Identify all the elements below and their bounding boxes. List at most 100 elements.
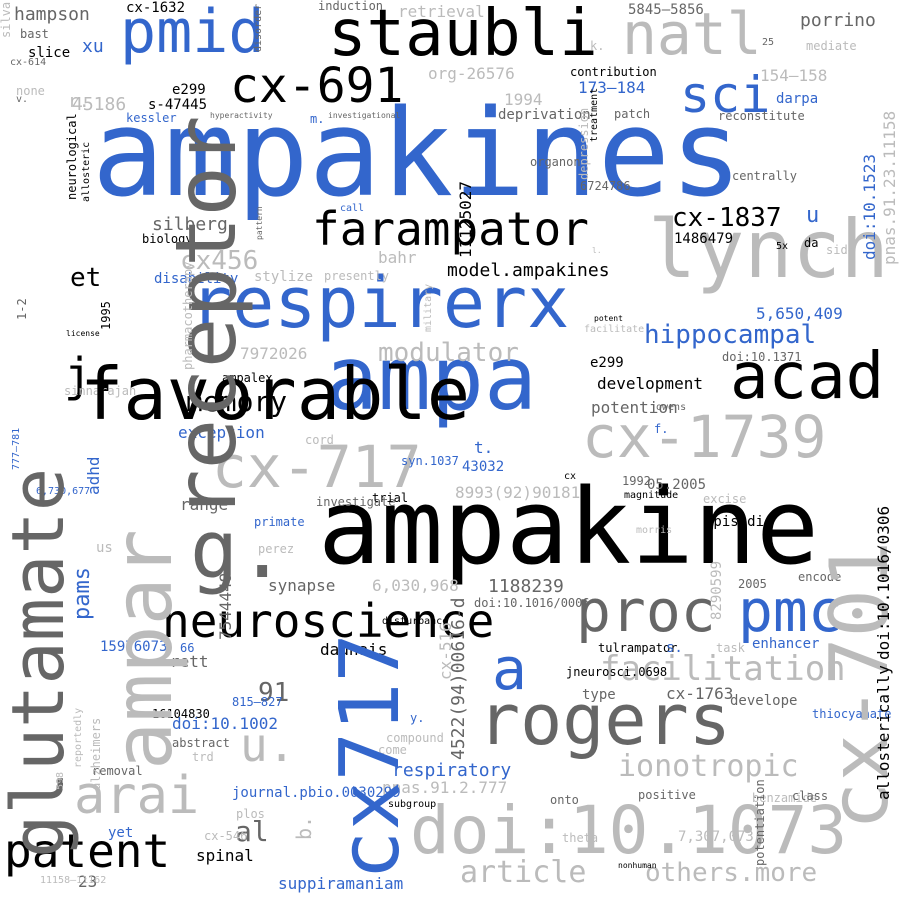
word-abstract: abstract xyxy=(172,736,230,750)
word-777-781: 777–781 xyxy=(11,427,22,470)
word-facilitate: facilitate xyxy=(584,324,645,335)
word-doi-10-1371: doi:10.1371 xyxy=(722,350,802,364)
word-come: come xyxy=(378,743,407,757)
word-synapse: synapse xyxy=(268,576,336,595)
word-1994: 1994 xyxy=(504,90,543,109)
word-potentiation: potentiation xyxy=(753,779,767,866)
word-2005: 2005 xyxy=(738,577,767,591)
word-173-184: 173–184 xyxy=(578,78,646,97)
word-trd: trd xyxy=(192,750,214,764)
word-range: range xyxy=(180,495,229,514)
word-favorable: favorable xyxy=(80,352,471,436)
word-side: side xyxy=(826,243,855,257)
word-perez: perez xyxy=(258,542,295,556)
word-pmc: pmc xyxy=(738,577,843,645)
word-glutamate: glutamate xyxy=(0,467,80,858)
word-6-030-968: 6,030,968 xyxy=(372,576,459,595)
word-plos: plos xyxy=(236,807,265,821)
word-cord: cord xyxy=(305,433,334,447)
word-disturbance: disturbance xyxy=(382,616,449,627)
word-5x: 5x xyxy=(776,241,789,252)
word-allosteric: allosteric xyxy=(81,141,92,202)
word-43032: 43032 xyxy=(462,459,505,475)
word-154-158: 154–158 xyxy=(760,66,828,85)
word-sinnarajah: sinnarajah xyxy=(64,384,137,398)
word-ampa: ampa xyxy=(325,327,537,430)
word-subgroup: subgroup xyxy=(388,799,437,810)
word-xu: xu xyxy=(82,36,104,57)
word-arai: arai xyxy=(74,766,200,826)
word-encode: encode xyxy=(798,570,842,584)
word-doi-10-1073: doi:10.1073 xyxy=(410,792,848,869)
word-enhancer: enhancer xyxy=(752,636,820,652)
word-silberg: silberg xyxy=(152,214,228,235)
word-e299: e299 xyxy=(172,82,206,98)
word-hampson: hampson xyxy=(14,4,90,25)
word-class: class xyxy=(792,789,829,803)
word-receptor: receptor xyxy=(157,115,255,520)
word-7-307-073: 7,307,073 xyxy=(678,829,754,845)
word-farampator: farampator xyxy=(312,202,589,256)
word-primate: primate xyxy=(254,515,305,529)
word-bahr: bahr xyxy=(378,248,417,267)
word-m: m. xyxy=(310,112,325,126)
word-slice: slice xyxy=(28,45,71,61)
word-deprivation: deprivation xyxy=(498,107,591,123)
word-adhd: adhd xyxy=(84,456,103,495)
word-magnitude: magnitude xyxy=(624,490,679,501)
word-1188239: 1188239 xyxy=(488,576,564,597)
word-cx-1632: cx-1632 xyxy=(126,0,186,16)
word-disability: disability xyxy=(154,271,239,287)
word-acad: acad xyxy=(730,340,885,414)
word-mediate: mediate xyxy=(806,39,857,53)
word-hyperactivity: hyperactivity xyxy=(210,111,273,120)
word-owens: owens xyxy=(656,402,687,413)
word-15976073: 15976073 xyxy=(100,639,168,655)
word-cx-546: cx-546 xyxy=(204,829,248,843)
word-thiocyanate: thiocyanate xyxy=(812,707,892,721)
word-model-ampakines: model.ampakines xyxy=(447,260,610,281)
word-allosterically: allosterically xyxy=(874,665,893,800)
word-reportedly: reportedly xyxy=(73,707,84,768)
word-05-2005: 05.2005 xyxy=(647,477,707,493)
word-a: a xyxy=(492,635,527,703)
word-presently: presently xyxy=(324,269,390,283)
word-6724786: 6724786 xyxy=(580,179,631,193)
word-ampar: ampar xyxy=(97,529,190,770)
word-l: l. xyxy=(592,246,602,255)
word-alzheimers: alzheimers xyxy=(89,717,103,790)
word-doi-10-1016-0006: doi:10.1016/0006 xyxy=(474,596,590,610)
word-11158-11162: 11158–11162 xyxy=(40,875,107,886)
word-staubli: staubli xyxy=(328,0,598,71)
word-v: v. xyxy=(16,94,29,105)
word-biology: biology xyxy=(142,232,193,246)
word-benzamide: benzamide xyxy=(752,791,818,805)
word-none: none xyxy=(16,84,45,98)
word-pharmacotherapy: pharmacotherapy xyxy=(181,261,195,370)
word-positive: positive xyxy=(638,788,696,802)
word-organon: organon xyxy=(530,155,581,169)
word-neuroscience: neuroscience xyxy=(162,594,495,648)
word-6-730-677: 6,730,677 xyxy=(36,486,91,497)
word-8993-92-90181: 8993(92)90181 xyxy=(455,483,581,502)
word-b: b. xyxy=(292,815,316,840)
word-article: article xyxy=(460,855,587,890)
word-f: f. xyxy=(654,422,669,436)
word-investigate: investigate xyxy=(316,495,396,509)
word-potention: potention xyxy=(591,398,678,417)
word-silva: silva xyxy=(0,2,13,39)
word-cx456: cx456 xyxy=(180,246,259,276)
word-ampakine: ampakine xyxy=(318,466,819,588)
word-pnas-91-2-777: pnas.91.2.777 xyxy=(382,778,508,797)
word-pmid: pmid xyxy=(120,0,265,67)
word-memory: memory xyxy=(186,385,288,418)
word-cx-1739: cx-1739 xyxy=(582,403,827,471)
word-16104830: 16104830 xyxy=(152,707,210,721)
word-org-26576: org-26576 xyxy=(428,64,515,83)
word-t: t. xyxy=(474,438,494,457)
word-proc: proc xyxy=(576,577,716,645)
word-respirerx: respirerx xyxy=(190,262,570,344)
word-us: us xyxy=(96,540,113,556)
word-1992: 1992 xyxy=(622,474,651,488)
